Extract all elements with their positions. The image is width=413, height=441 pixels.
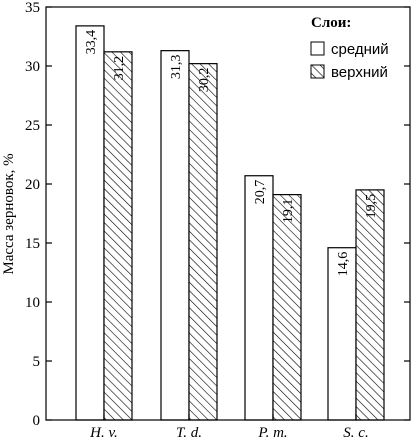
y-axis-title: Масса зерновок, %: [1, 153, 17, 274]
x-tick-label: H. v.: [89, 425, 118, 441]
data-label-middle-1: 31,3: [169, 55, 184, 80]
legend-swatch-middle: [310, 41, 325, 56]
y-tick-label: 15: [25, 236, 40, 252]
data-label-top-2: 19,1: [281, 199, 296, 224]
y-tick-label: 0: [33, 413, 41, 429]
y-ticks-group: 0 5 10 15 20 25 30 35: [25, 0, 410, 429]
legend: Слои: средний верхний: [310, 15, 389, 81]
bar-top-3: [355, 189, 385, 421]
data-labels-group: 33,4 31,3 20,7 14,6 31,2 30,2 19,1 19,5: [84, 30, 379, 276]
bar-top-0: [103, 51, 133, 421]
data-label-middle-2: 20,7: [253, 180, 268, 205]
y-tick-label: 35: [25, 0, 40, 16]
data-label-middle-0: 33,4: [84, 30, 99, 54]
x-tick-label: P. m.: [257, 425, 287, 441]
bar-middle-3: [327, 247, 357, 421]
data-label-middle-3: 14,6: [336, 252, 351, 277]
x-tick-label: S. c.: [343, 425, 368, 441]
bar-middle-2: [244, 175, 274, 421]
legend-label-middle: средний: [331, 41, 389, 58]
y-tick-label: 30: [25, 59, 40, 75]
bar-middle-1: [160, 50, 190, 421]
bar-top-2: [272, 194, 302, 421]
legend-title: Слои:: [311, 15, 351, 31]
bars-group: [75, 25, 385, 421]
y-tick-label: 25: [25, 118, 40, 134]
legend-swatch-top: [310, 64, 325, 79]
bar-middle-0: [75, 25, 105, 421]
data-label-top-1: 30,2: [197, 68, 212, 93]
bar-top-1: [188, 63, 218, 421]
y-tick-label: 10: [25, 295, 40, 311]
plot-frame: [45, 6, 411, 421]
y-tick-label: 20: [25, 177, 40, 193]
data-label-top-0: 31,2: [112, 56, 127, 80]
x-tick-label: T. d.: [176, 425, 202, 441]
y-tick-label: 5: [33, 354, 41, 370]
legend-label-top: верхний: [331, 64, 388, 81]
x-ticks-group: H. v. T. d. P. m. S. c.: [89, 414, 369, 441]
data-label-top-3: 19,5: [364, 194, 379, 219]
